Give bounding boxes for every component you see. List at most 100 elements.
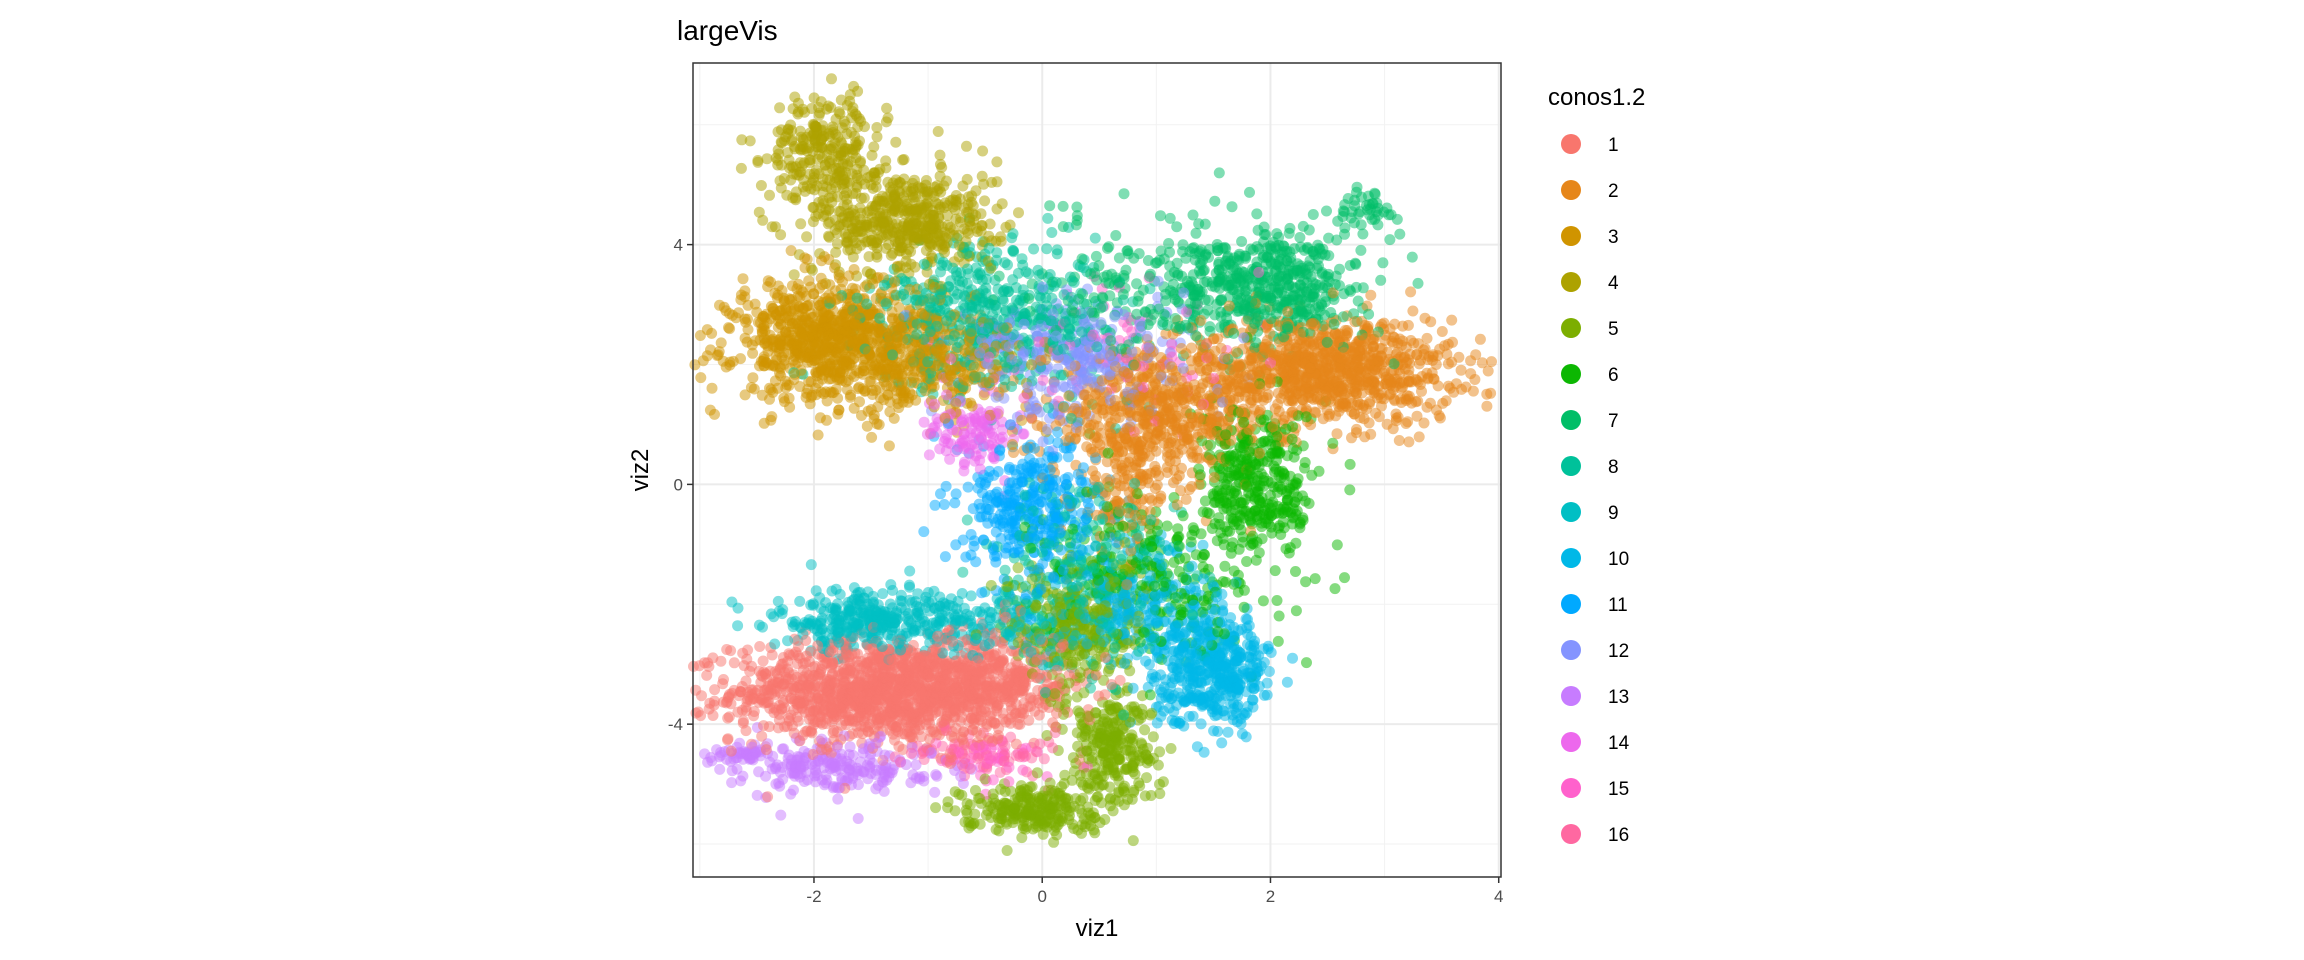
point-cluster-11 xyxy=(938,499,950,510)
point-cluster-10 xyxy=(1281,676,1293,688)
point-cluster-3 xyxy=(706,382,718,394)
point-cluster-14 xyxy=(923,449,935,461)
point-cluster-6 xyxy=(1257,595,1269,607)
point-cluster-4 xyxy=(866,149,878,161)
point-cluster-4 xyxy=(761,153,773,165)
chart-title: largeVis xyxy=(677,15,778,46)
point-cluster-8 xyxy=(1050,276,1062,288)
point-cluster-7 xyxy=(1355,244,1367,256)
point-cluster-1 xyxy=(701,669,713,681)
point-cluster-3 xyxy=(737,273,749,285)
point-cluster-2 xyxy=(1180,493,1192,505)
point-cluster-1 xyxy=(721,644,733,655)
point-cluster-10 xyxy=(1216,737,1228,749)
point-cluster-4 xyxy=(890,136,902,148)
point-cluster-1 xyxy=(1063,669,1075,681)
point-cluster-3 xyxy=(866,431,878,443)
point-cluster-1 xyxy=(728,657,740,669)
point-cluster-4 xyxy=(752,155,764,166)
point-cluster-7 xyxy=(1163,238,1175,249)
point-cluster-2 xyxy=(1101,456,1113,468)
point-cluster-6 xyxy=(1273,610,1285,622)
point-cluster-9 xyxy=(757,621,768,633)
point-cluster-1 xyxy=(1114,674,1126,686)
point-cluster-13 xyxy=(844,741,856,753)
point-cluster-7 xyxy=(1190,227,1202,239)
point-cluster-7 xyxy=(1357,228,1369,240)
point-cluster-7 xyxy=(1226,201,1238,213)
point-cluster-7 xyxy=(1204,321,1216,333)
point-cluster-9 xyxy=(830,583,842,595)
point-cluster-3 xyxy=(689,359,701,371)
point-cluster-7 xyxy=(1171,221,1183,233)
point-cluster-8 xyxy=(1051,244,1063,256)
point-cluster-4 xyxy=(979,195,991,207)
point-cluster-6 xyxy=(1331,539,1343,551)
point-cluster-7 xyxy=(1294,232,1306,243)
point-cluster-6 xyxy=(1290,605,1302,617)
point-cluster-7 xyxy=(1332,215,1344,227)
point-cluster-7 xyxy=(1199,218,1211,230)
point-cluster-8 xyxy=(1035,292,1047,304)
point-cluster-2 xyxy=(1434,412,1446,424)
point-cluster-4 xyxy=(934,170,946,182)
point-cluster-3 xyxy=(861,420,873,432)
point-cluster-1 xyxy=(740,675,752,687)
point-cluster-7 xyxy=(1375,274,1387,286)
point-cluster-5 xyxy=(961,807,973,819)
point-cluster-10 xyxy=(1186,560,1198,572)
point-cluster-7 xyxy=(1406,251,1418,263)
point-cluster-8 xyxy=(1006,232,1018,244)
point-cluster-6 xyxy=(1327,437,1339,449)
point-cluster-1 xyxy=(707,710,719,721)
point-cluster-4 xyxy=(1013,207,1024,219)
point-cluster-7 xyxy=(1142,255,1154,266)
point-cluster-9 xyxy=(772,595,784,607)
point-cluster-6 xyxy=(1241,556,1253,567)
point-cluster-4 xyxy=(813,109,825,121)
point-cluster-7 xyxy=(1164,212,1176,224)
point-cluster-6 xyxy=(1344,484,1356,496)
point-cluster-11 xyxy=(949,497,961,509)
point-cluster-6 xyxy=(1301,657,1312,669)
point-cluster-3 xyxy=(694,330,706,341)
point-cluster-8 xyxy=(1041,243,1053,255)
point-cluster-2 xyxy=(1481,388,1493,400)
point-cluster-4 xyxy=(826,73,837,85)
point-cluster-2 xyxy=(1486,356,1497,368)
point-cluster-4 xyxy=(996,198,1008,210)
point-cluster-4 xyxy=(882,112,894,124)
point-cluster-4 xyxy=(735,162,747,174)
point-cluster-4 xyxy=(830,246,842,258)
point-cluster-6 xyxy=(1219,560,1231,572)
point-cluster-3 xyxy=(883,440,895,452)
point-cluster-13 xyxy=(929,786,941,798)
point-cluster-2 xyxy=(1381,418,1393,430)
point-cluster-2 xyxy=(1446,314,1458,326)
point-cluster-7 xyxy=(1339,222,1351,234)
point-cluster-11 xyxy=(939,551,951,563)
point-cluster-7 xyxy=(1213,167,1225,179)
point-cluster-7 xyxy=(1155,210,1166,222)
point-cluster-9 xyxy=(877,588,889,600)
point-cluster-2 xyxy=(1351,423,1362,435)
point-cluster-14 xyxy=(944,453,956,465)
point-cluster-7 xyxy=(1113,252,1125,264)
point-cluster-4 xyxy=(932,126,944,137)
point-cluster-10 xyxy=(1222,726,1234,738)
point-cluster-4 xyxy=(801,231,813,243)
point-cluster-6 xyxy=(1199,495,1211,507)
point-cluster-11 xyxy=(1062,451,1074,463)
point-cluster-2 xyxy=(1465,368,1477,380)
point-cluster-4 xyxy=(794,157,806,169)
point-cluster-5 xyxy=(1103,663,1115,675)
point-cluster-7 xyxy=(1110,230,1122,241)
point-cluster-3 xyxy=(785,245,797,257)
point-cluster-5 xyxy=(993,825,1005,837)
point-cluster-2 xyxy=(1455,364,1467,376)
point-cluster-9 xyxy=(769,638,781,650)
point-cluster-6 xyxy=(1269,565,1281,577)
point-cluster-4 xyxy=(871,131,883,143)
point-cluster-4 xyxy=(976,170,988,182)
